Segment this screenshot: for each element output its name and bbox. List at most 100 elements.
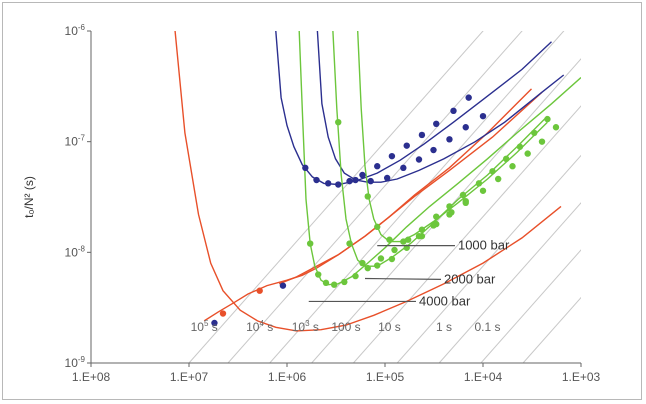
isochrone-line (353, 105, 581, 363)
isochrone-label: 100 s (331, 320, 360, 334)
data-point (502, 155, 510, 163)
isochrone-line (438, 202, 581, 363)
data-point (415, 232, 423, 240)
series-line (298, 31, 581, 286)
data-point (403, 142, 410, 149)
isochrone-label: 1 s (436, 320, 452, 334)
data-point (465, 94, 472, 101)
data-point (330, 281, 338, 288)
annotation-label: 1000 bar (458, 238, 510, 253)
x-tick-label: 1.E+07 (170, 370, 209, 384)
data-point (479, 112, 487, 120)
data-point (475, 180, 483, 187)
data-point (335, 181, 342, 188)
data-point (388, 255, 396, 263)
data-point (433, 120, 440, 128)
data-point (509, 163, 516, 170)
data-point (524, 150, 531, 157)
isochrone-label: 104 s (246, 319, 273, 334)
data-point (400, 238, 407, 245)
data-point (462, 124, 469, 131)
isochrone-lines (188, 31, 581, 363)
data-point (415, 156, 423, 163)
y-ticks: 10-9 10-8 10-7 10-6 (65, 23, 91, 370)
data-point (364, 193, 371, 200)
series-markers (211, 94, 560, 327)
data-point (516, 143, 524, 150)
series-line (275, 31, 552, 186)
data-point (352, 176, 359, 184)
annotation-label: 4000 bar (419, 293, 471, 308)
pressure-annotations: 1000 bar 2000 bar 4000 bar (308, 238, 510, 308)
data-point (544, 115, 551, 123)
x-tick-label: 1.E+03 (562, 370, 601, 384)
data-point (346, 240, 353, 247)
data-point (219, 310, 227, 317)
y-tick-label: 10-8 (65, 244, 86, 259)
data-point (374, 163, 381, 170)
data-point (386, 236, 393, 243)
chart-frame: 10-9 10-8 10-7 10-6 1.E+08 1.E+07 1.E+06 1.E+0… (2, 2, 642, 400)
data-point (446, 136, 453, 143)
x-tick-label: 1.E+08 (72, 370, 111, 384)
data-point (430, 146, 437, 154)
isochrone-label: 105 s (191, 319, 218, 334)
data-point (494, 175, 502, 183)
y-tick-label: 10-6 (65, 23, 86, 38)
isochrone-label: 10 s (378, 320, 401, 334)
data-point (433, 213, 440, 220)
series-line (357, 31, 548, 243)
data-point (341, 278, 348, 286)
data-point (446, 211, 453, 218)
data-point (450, 107, 457, 115)
data-point (352, 272, 359, 280)
data-point (391, 246, 398, 254)
data-point (346, 177, 353, 185)
data-point (446, 203, 453, 210)
data-point (479, 187, 487, 194)
isochrone-labels: 105 s 104 s 103 s 100 s 10 s 1 s 0.1 s (191, 319, 501, 334)
data-point (306, 240, 314, 247)
data-point (359, 259, 366, 267)
data-point (388, 152, 396, 160)
series-line (332, 31, 548, 267)
annotation-label: 2000 bar (444, 271, 496, 286)
data-point (430, 222, 437, 229)
y-tick-label: 10-7 (65, 134, 86, 149)
isochrone-label: 103 s (292, 319, 319, 334)
isochrone-line (227, 31, 523, 363)
axes (90, 31, 581, 364)
series-lines (174, 31, 581, 332)
x-tick-label: 1.E+04 (464, 370, 503, 384)
data-point (322, 279, 330, 287)
data-point (531, 129, 538, 137)
data-point (459, 191, 467, 199)
isochrone-label: 0.1 s (474, 320, 500, 334)
data-point (418, 226, 426, 233)
data-point (364, 264, 371, 272)
data-point (400, 164, 407, 172)
data-point (256, 287, 263, 294)
data-point (418, 131, 426, 139)
data-point (335, 118, 342, 126)
data-point (313, 176, 320, 184)
y-axis-label: t₀/N² (s) (22, 176, 36, 218)
annotation-leader (364, 277, 442, 280)
data-point (211, 319, 218, 327)
isochrone-line (269, 31, 565, 363)
isochrone-line (188, 31, 484, 363)
data-point (359, 171, 366, 179)
series-line (316, 31, 565, 183)
data-point (315, 271, 322, 278)
data-point (404, 236, 412, 243)
data-point (374, 262, 381, 269)
data-point (367, 177, 374, 185)
data-point (377, 255, 385, 262)
chart-svg: 10-910-810-710-6 1.E+08 1.E+07 1.E+06 1.E+0… (22, 23, 601, 384)
data-point (324, 180, 332, 187)
data-point (538, 138, 546, 145)
x-ticks: 1.E+08 1.E+07 1.E+06 1.E+05 1.E+04 1.E+03 (72, 363, 601, 384)
data-point (489, 168, 496, 175)
x-tick-label: 1.E+05 (366, 370, 405, 384)
data-point (279, 282, 287, 289)
